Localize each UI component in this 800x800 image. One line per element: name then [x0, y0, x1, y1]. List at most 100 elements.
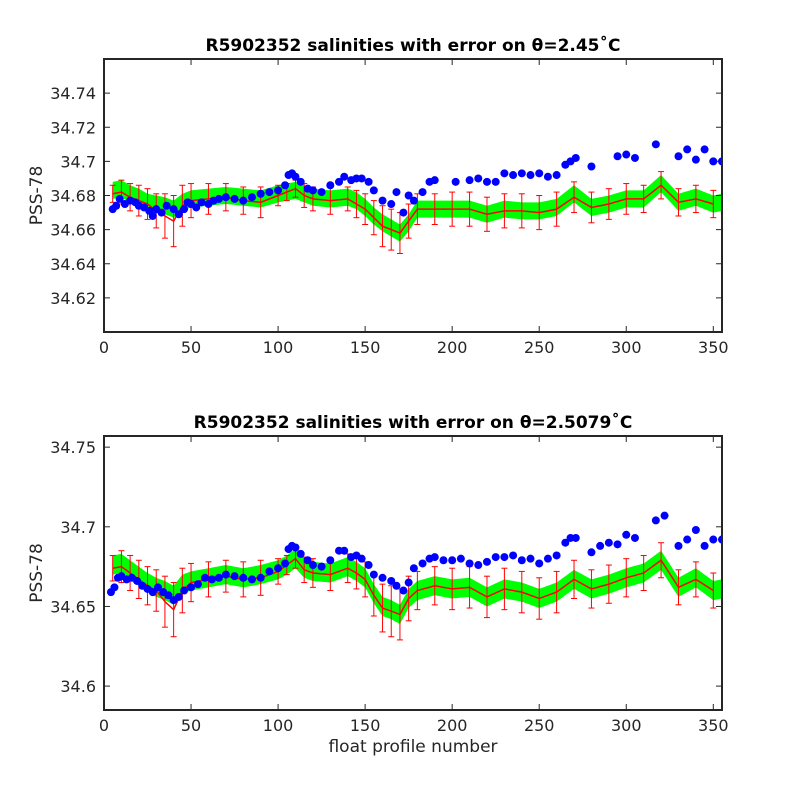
x-tick-label: 100 — [263, 338, 294, 357]
float-salinity-point — [174, 210, 183, 219]
y-tick-label: 34.72 — [50, 118, 96, 137]
float-salinity-point — [517, 556, 526, 565]
y-tick-label: 34.65 — [50, 597, 96, 616]
float-salinity-point — [660, 511, 669, 520]
float-salinity-point — [535, 559, 544, 568]
float-salinity-point — [613, 540, 622, 549]
float-salinity-point — [691, 525, 700, 534]
float-salinity-point — [239, 196, 248, 205]
float-salinity-point — [526, 171, 535, 180]
float-salinity-point — [162, 201, 171, 210]
y-tick-label: 34.6 — [60, 677, 96, 696]
float-salinity-point — [630, 533, 639, 542]
float-salinity-point — [409, 564, 418, 573]
float-salinity-point — [630, 153, 639, 162]
float-salinity-point — [509, 551, 518, 560]
float-salinity-point — [148, 211, 157, 220]
float-salinity-point — [500, 169, 509, 178]
float-salinity-point — [526, 554, 535, 563]
y-axis-label: PSS-78 — [27, 543, 47, 603]
float-salinity-point — [214, 194, 223, 203]
x-axis-label: float profile number — [328, 737, 497, 757]
float-salinity-point — [274, 564, 283, 573]
x-tick-label: 50 — [181, 716, 201, 735]
float-salinity-point — [622, 150, 631, 159]
float-salinity-point — [303, 556, 312, 565]
x-tick-label: 150 — [350, 338, 381, 357]
x-tick-label: 200 — [437, 716, 468, 735]
float-salinity-point — [439, 556, 448, 565]
float-salinity-point — [500, 553, 509, 562]
float-salinity-point — [392, 581, 401, 590]
float-salinity-point — [364, 177, 373, 186]
x-tick-label: 150 — [350, 716, 381, 735]
plot-area — [106, 511, 722, 641]
float-salinity-point — [571, 533, 580, 542]
float-salinity-point — [378, 573, 387, 582]
x-tick-label: 100 — [263, 716, 294, 735]
float-salinity-point — [683, 145, 692, 154]
float-salinity-point — [187, 583, 196, 592]
float-salinity-point — [230, 572, 239, 581]
float-salinity-point — [456, 554, 465, 563]
float-salinity-point — [112, 201, 121, 210]
float-salinity-point — [364, 561, 373, 570]
float-salinity-point — [256, 189, 265, 198]
float-salinity-point — [164, 591, 173, 600]
x-tick-label: 250 — [524, 338, 555, 357]
float-salinity-point — [465, 559, 474, 568]
chart-title: R5902352 salinities with error on θ=2.50… — [194, 411, 633, 433]
float-salinity-point — [387, 200, 396, 209]
float-salinity-point — [169, 205, 178, 214]
float-salinity-point — [281, 181, 290, 190]
x-tick-label: 300 — [611, 338, 642, 357]
x-tick-label: 250 — [524, 716, 555, 735]
float-salinity-point — [326, 181, 335, 190]
float-salinity-point — [221, 193, 230, 202]
y-tick-label: 34.7 — [60, 152, 96, 171]
float-salinity-point — [700, 145, 709, 154]
float-salinity-point — [369, 570, 378, 579]
float-salinity-point — [357, 174, 366, 183]
chart-panel-top: 0 50 100 150 200 250 300 350 34.62 34.64 34.66 34.6… — [27, 34, 729, 357]
float-salinity-point — [674, 541, 683, 550]
float-salinity-point — [180, 205, 189, 214]
float-salinity-point — [683, 535, 692, 544]
float-salinity-point — [596, 541, 605, 550]
float-salinity-point — [509, 171, 518, 180]
float-salinity-point — [491, 177, 500, 186]
float-salinity-point — [192, 203, 201, 212]
float-salinity-point — [571, 153, 580, 162]
float-salinity-point — [153, 583, 162, 592]
float-salinity-point — [399, 586, 408, 595]
x-tick-label: 350 — [698, 338, 729, 357]
float-salinity-point — [561, 538, 570, 547]
float-salinity-point — [194, 580, 203, 589]
float-salinity-point — [281, 559, 290, 568]
float-salinity-point — [613, 152, 622, 161]
float-salinity-point — [674, 152, 683, 161]
float-salinity-point — [133, 576, 142, 585]
float-salinity-point — [265, 188, 274, 197]
chart-title: R5902352 salinities with error on θ=2.45… — [205, 34, 620, 56]
y-tick-label: 34.7 — [60, 518, 96, 537]
float-salinity-point — [552, 551, 561, 560]
float-salinity-point — [587, 548, 596, 557]
float-salinity-point — [308, 561, 317, 570]
float-salinity-point — [482, 177, 491, 186]
float-salinity-point — [378, 196, 387, 205]
x-tick-label: 200 — [437, 338, 468, 357]
float-salinity-point — [491, 553, 500, 562]
float-salinity-point — [357, 554, 366, 563]
float-salinity-point — [543, 554, 552, 563]
x-tick-label: 300 — [611, 716, 642, 735]
float-salinity-point — [418, 559, 427, 568]
float-salinity-point — [296, 549, 305, 558]
float-salinity-point — [256, 573, 265, 582]
float-salinity-point — [317, 562, 326, 571]
float-salinity-point — [335, 177, 344, 186]
float-salinity-point — [387, 576, 396, 585]
float-salinity-point — [157, 208, 166, 217]
